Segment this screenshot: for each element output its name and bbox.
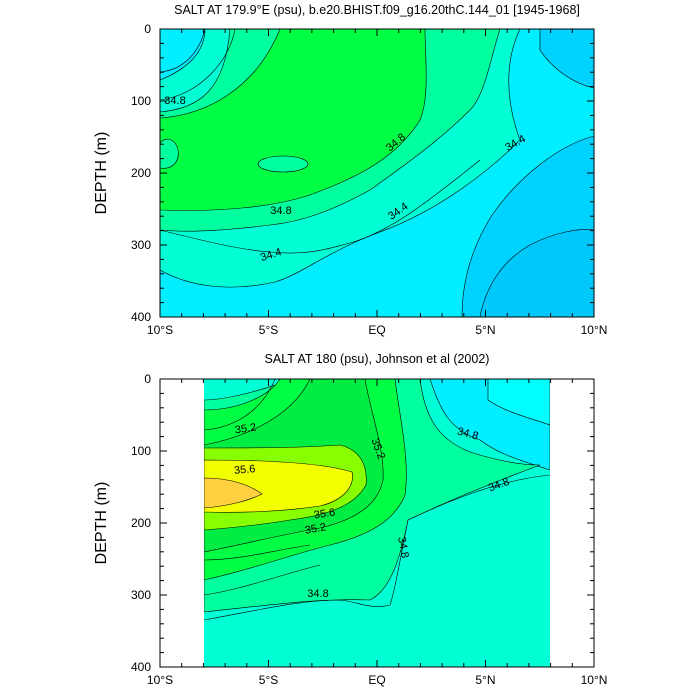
y-tick-label: 100 <box>131 94 151 108</box>
x-tick-label: 5°N <box>475 673 495 687</box>
panel-2-ylabel: DEPTH (m) <box>93 482 110 565</box>
p1-fill-west-lobe <box>160 138 179 169</box>
y-tick-label: 300 <box>131 238 151 252</box>
p1-contour-nw-2 <box>160 29 206 73</box>
x-tick-label: 10°N <box>581 323 608 337</box>
p2-fill-ne-2 <box>487 379 550 426</box>
panel-1-ylabel: DEPTH (m) <box>93 132 110 215</box>
x-tick-label: 5°S <box>259 323 278 337</box>
p1-contour-label: 34.8 <box>164 95 185 107</box>
y-tick-label: 400 <box>131 310 151 324</box>
x-tick-label: EQ <box>368 323 385 337</box>
p2-contour-label: 34.8 <box>456 426 480 443</box>
y-tick-label: 200 <box>131 166 151 180</box>
p2-contour-label: 34.8 <box>307 588 328 600</box>
x-tick-label: 5°S <box>259 673 278 687</box>
p2-contour-sw <box>204 544 311 561</box>
p2-contour-label: 34.8 <box>395 536 411 559</box>
y-tick-label: 0 <box>144 372 151 386</box>
p1-fill-band-3 <box>160 29 427 211</box>
panel-2-axes: 10°S 5°S EQ 5°N 10°N 0 100 200 300 400 <box>131 372 607 687</box>
y-tick-label: 200 <box>131 516 151 530</box>
y-tick-label: 400 <box>131 660 151 674</box>
panel-2-title: SALT AT 180 (psu), Johnson et al (2002) <box>265 352 490 366</box>
y-tick-label: 100 <box>131 444 151 458</box>
p1-fill-inner-lobe <box>257 155 309 173</box>
x-tick-label: 10°N <box>581 673 608 687</box>
p2-contour-label: 35.2 <box>234 422 257 437</box>
y-tick-label: 300 <box>131 588 151 602</box>
p2-contour-348 <box>204 474 550 621</box>
panel-1-contour-fill <box>160 29 594 317</box>
x-tick-label: EQ <box>368 673 385 687</box>
p2-contour-label: 35.6 <box>313 507 336 522</box>
p2-fill-core <box>204 477 263 509</box>
p2-contour-sw-2 <box>204 564 321 596</box>
p2-contour-nw <box>204 379 276 431</box>
x-tick-label: 10°S <box>147 323 173 337</box>
p2-contour-label: 35.6 <box>234 463 256 477</box>
x-tick-label: 5°N <box>475 323 495 337</box>
p2-contour-label: 35.2 <box>304 521 327 537</box>
p1-fill-lowest-se <box>479 229 594 317</box>
p1-contour-label: 34.8 <box>270 205 291 217</box>
panel-2-contour-fill <box>204 379 550 667</box>
p2-fill-lower <box>204 475 550 667</box>
x-tick-label: 10°S <box>147 673 173 687</box>
panel-2: SALT AT 180 (psu), Johnson et al (2002) <box>93 352 607 687</box>
panel-1-axes: 10°S 5°S EQ 5°N 10°N 0 100 200 300 400 <box>131 22 607 337</box>
y-tick-label: 0 <box>144 22 151 36</box>
p1-contour-mid <box>160 159 481 254</box>
panel-1: SALT AT 179.9°E (psu), b.e20.BHIST.f09_g… <box>93 3 607 337</box>
panel-1-title: SALT AT 179.9°E (psu), b.e20.BHIST.f09_g… <box>174 3 580 17</box>
p1-contour-nw <box>160 29 236 101</box>
